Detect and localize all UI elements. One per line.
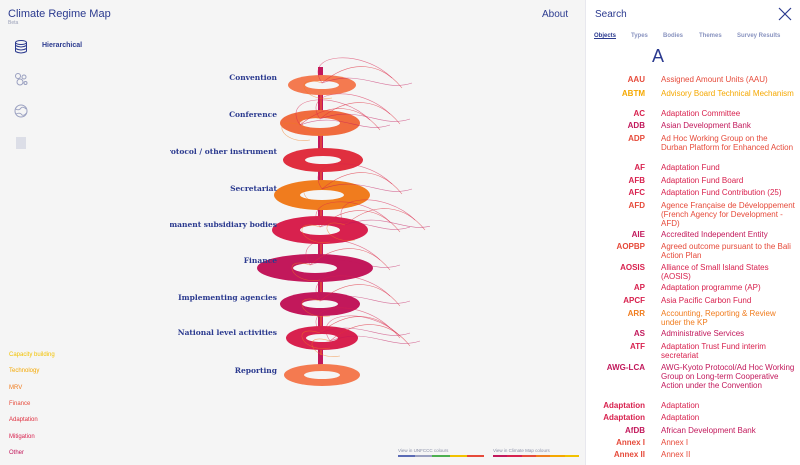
alphabet-heading: A — [652, 46, 665, 66]
category-label: Finance — [244, 256, 278, 265]
view-mode-label: Hierarchical — [42, 42, 83, 49]
item-name: Accounting, Reporting & Review under the… — [661, 309, 776, 328]
tab-survey-results[interactable]: Survey Results — [737, 33, 781, 39]
level-convention[interactable]: Convention — [229, 57, 413, 99]
about-link[interactable]: About — [542, 9, 569, 20]
category-label: National level activities — [178, 328, 277, 337]
legend-item[interactable]: Technology — [9, 368, 40, 375]
item-abbreviation: ATF — [630, 342, 645, 351]
list-icon — [16, 137, 26, 149]
item-name: African Development Bank — [661, 426, 756, 435]
climate-map-colours-toggle[interactable]: View in Climate Map colours — [493, 448, 550, 453]
level-reporting[interactable]: Reporting — [235, 364, 360, 386]
legend-item[interactable]: Capacity building — [9, 352, 55, 358]
item-abbreviation: AfDB — [625, 426, 645, 435]
legend-item[interactable]: MRV — [9, 384, 23, 391]
item-name: Adaptation — [661, 401, 700, 410]
legend-item[interactable]: Mitigation — [9, 433, 35, 440]
item-name: Adaptation programme (AP) — [661, 283, 761, 292]
hierarchical-mode-button[interactable] — [10, 36, 32, 58]
item-abbreviation: AAU — [627, 75, 645, 84]
level-finance[interactable]: Finance — [244, 239, 401, 282]
item-name: Adaptation Trust Fund interim secretaria… — [661, 342, 766, 361]
item-name: Agreed outcome pursuant to the Bali Acti… — [661, 242, 791, 261]
item-name: Adaptation Fund — [661, 163, 720, 172]
item-name: Agence Française de Développement (Frenc… — [661, 201, 795, 229]
category-label: Reporting — [235, 366, 278, 375]
app-subtitle: Beta — [8, 20, 19, 26]
item-abbreviation: APCF — [623, 296, 645, 305]
cluster-icon — [15, 73, 28, 86]
tab-objects[interactable]: Objects — [594, 33, 617, 39]
category-label: Implementing agencies — [178, 293, 277, 302]
close-icon[interactable] — [778, 7, 792, 21]
item-abbreviation: AF — [634, 163, 645, 172]
item-abbreviation: ARR — [627, 309, 645, 318]
tab-themes[interactable]: Themes — [699, 33, 722, 39]
category-label: Convention — [229, 73, 277, 82]
item-abbreviation: Annex II — [613, 450, 645, 459]
item-name: Adaptation Fund Board — [661, 176, 744, 185]
item-abbreviation: AP — [633, 283, 645, 292]
category-label: Permanent subsidiary bodies — [170, 220, 277, 229]
item-name: Annex II — [661, 450, 691, 459]
item-name: Advisory Board Technical Mechanism — [661, 89, 794, 98]
item-abbreviation: Adaptation — [603, 413, 645, 422]
item-abbreviation: AFD — [628, 201, 645, 210]
item-name: Accredited Independent Entity — [661, 230, 768, 239]
item-name: Assigned Amount Units (AAU) — [661, 75, 768, 84]
item-name: Adaptation Committee — [661, 109, 741, 118]
item-abbreviation: AOPBP — [616, 242, 645, 251]
item-name: Administrative Services — [661, 329, 745, 338]
level-national-activities[interactable]: National level activities — [178, 307, 421, 357]
legend-item[interactable]: Adaptation — [9, 417, 38, 424]
item-abbreviation: AOSIS — [620, 263, 645, 272]
item-abbreviation: AWG-LCA — [606, 363, 645, 372]
legend-item[interactable]: Other — [9, 449, 25, 456]
item-abbreviation: AFB — [628, 176, 645, 185]
item-abbreviation: AIE — [631, 230, 645, 239]
item-abbreviation: AC — [633, 109, 645, 118]
item-name: Asia Pacific Carbon Fund — [661, 296, 752, 305]
unfccc-colour-bar[interactable] — [398, 455, 485, 457]
item-abbreviation: Annex I — [616, 438, 645, 447]
search-panel: Search Objects Types Bodies Themes Survey Re… — [585, 0, 800, 465]
category-label: Protocol / other instrument — [170, 147, 278, 156]
hierarchy-diagram[interactable]: Convention Conference Protocol / other i… — [170, 55, 430, 410]
item-abbreviation: Adaptation — [603, 401, 645, 410]
unfccc-colours-toggle[interactable]: View in UNFCCC colours — [398, 448, 449, 453]
item-name: Ad Hoc Working Group on the Durban Platf… — [661, 134, 794, 153]
item-name: AWG-Kyoto Protocol/Ad Hoc Working Group … — [661, 363, 795, 391]
level-conference[interactable]: Conference — [229, 93, 411, 141]
item-name: Adaptation Fund Contribution (25) — [661, 188, 782, 197]
item-name: Alliance of Small Island States (AOSIS) — [661, 263, 769, 282]
climate-map-colour-bar[interactable] — [493, 455, 579, 457]
search-title[interactable]: Search — [595, 9, 627, 20]
item-name: Annex I — [661, 438, 689, 447]
category-label: Secretariat — [230, 184, 277, 193]
item-name: Asian Development Bank — [661, 121, 751, 130]
globe-mode-button[interactable] — [10, 100, 32, 122]
item-name: Adaptation — [661, 413, 700, 422]
legend-item[interactable]: Finance — [9, 400, 31, 407]
list-mode-button[interactable] — [10, 132, 32, 154]
item-abbreviation: AS — [633, 329, 645, 338]
tab-types[interactable]: Types — [631, 33, 648, 39]
level-implementing-agencies[interactable]: Implementing agencies — [178, 275, 411, 317]
category-label: Conference — [229, 110, 277, 119]
item-abbreviation: ADB — [627, 121, 645, 130]
level-secretariat[interactable]: Secretariat — [230, 163, 413, 210]
tab-bodies[interactable]: Bodies — [663, 33, 684, 39]
level-protocol[interactable]: Protocol / other instrument — [170, 147, 363, 172]
level-permanent-subsidiary-bodies[interactable]: Permanent subsidiary bodies — [170, 199, 430, 244]
item-abbreviation: AFC — [628, 188, 645, 197]
item-abbreviation: ABTM — [621, 89, 645, 98]
cluster-mode-button[interactable] — [10, 68, 32, 90]
map-canvas: Climate Regime Map Beta About — [8, 8, 579, 457]
globe-icon — [14, 104, 28, 118]
item-abbreviation: ADP — [628, 134, 645, 143]
stack-icon — [15, 40, 27, 54]
app-title[interactable]: Climate Regime Map — [8, 8, 111, 20]
